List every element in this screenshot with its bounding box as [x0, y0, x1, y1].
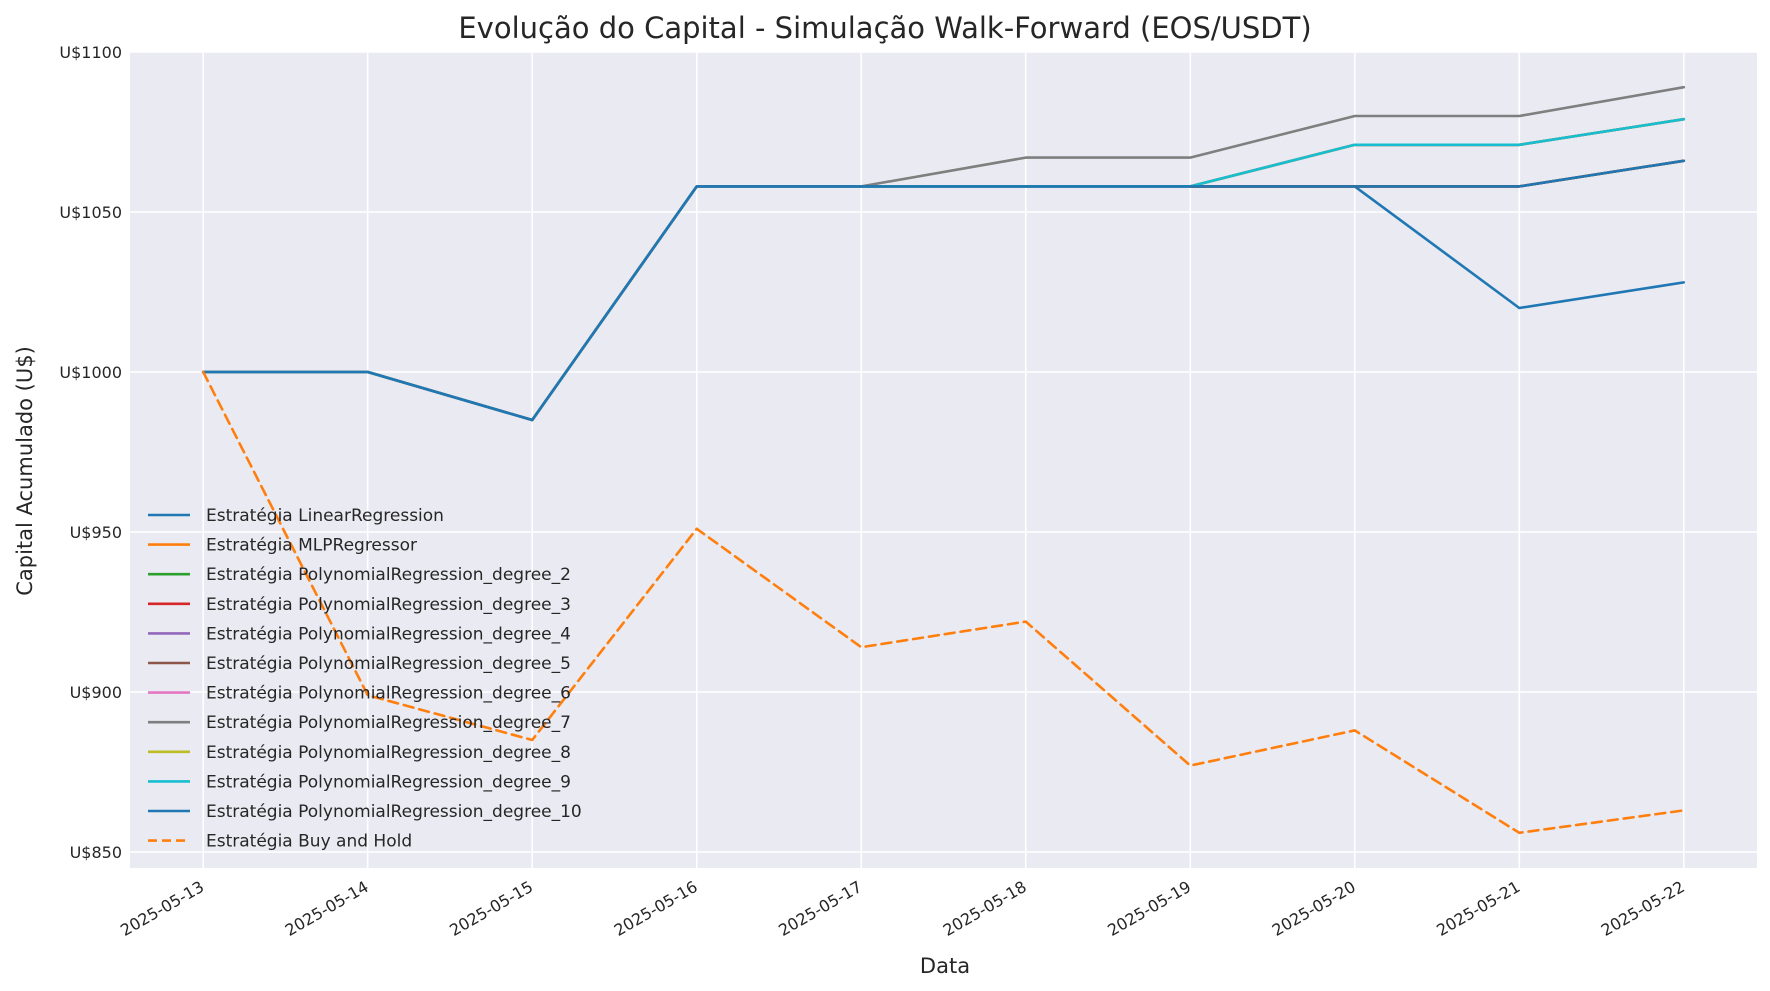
legend-label: Estratégia Buy and Hold: [206, 832, 412, 852]
legend-label: Estratégia PolynomialRegression_degree_2: [206, 565, 571, 585]
y-tick-label: U$1100: [59, 43, 122, 62]
legend-label: Estratégia PolynomialRegression_degree_8: [206, 743, 571, 763]
legend-label: Estratégia PolynomialRegression_degree_9: [206, 772, 571, 792]
chart-title: Evolução do Capital - Simulação Walk-For…: [458, 11, 1311, 45]
plot-area: [130, 52, 1757, 868]
legend-label: Estratégia PolynomialRegression_degree_1…: [206, 802, 582, 822]
y-tick-label: U$950: [70, 523, 122, 542]
y-axis-title: Capital Acumulado (U$): [13, 346, 37, 596]
legend-label: Estratégia LinearRegression: [206, 506, 444, 526]
y-axis: U$850 U$900 U$950 U$1000 U$1050 U$1100: [59, 43, 122, 862]
legend-label: Estratégia PolynomialRegression_degree_6: [206, 684, 571, 704]
y-tick-label: U$1000: [59, 363, 122, 382]
legend-label: Estratégia PolynomialRegression_degree_5: [206, 654, 571, 674]
y-tick-label: U$900: [70, 683, 122, 702]
series-layer: [201, 85, 1686, 835]
x-axis-title: Data: [920, 954, 970, 978]
series-line: [201, 159, 1686, 422]
legend-label: Estratégia PolynomialRegression_degree_7: [206, 713, 571, 733]
y-tick-label: U$850: [70, 843, 122, 862]
grid-lines: [130, 51, 1757, 868]
legend-label: Estratégia MLPRegressor: [206, 536, 417, 556]
legend-label: Estratégia PolynomialRegression_degree_3: [206, 595, 571, 615]
legend: Estratégia LinearRegression Estratégia ML…: [148, 506, 582, 852]
series-line: [201, 370, 1686, 835]
y-tick-label: U$1050: [59, 203, 122, 222]
legend-label: Estratégia PolynomialRegression_degree_4: [206, 624, 571, 644]
